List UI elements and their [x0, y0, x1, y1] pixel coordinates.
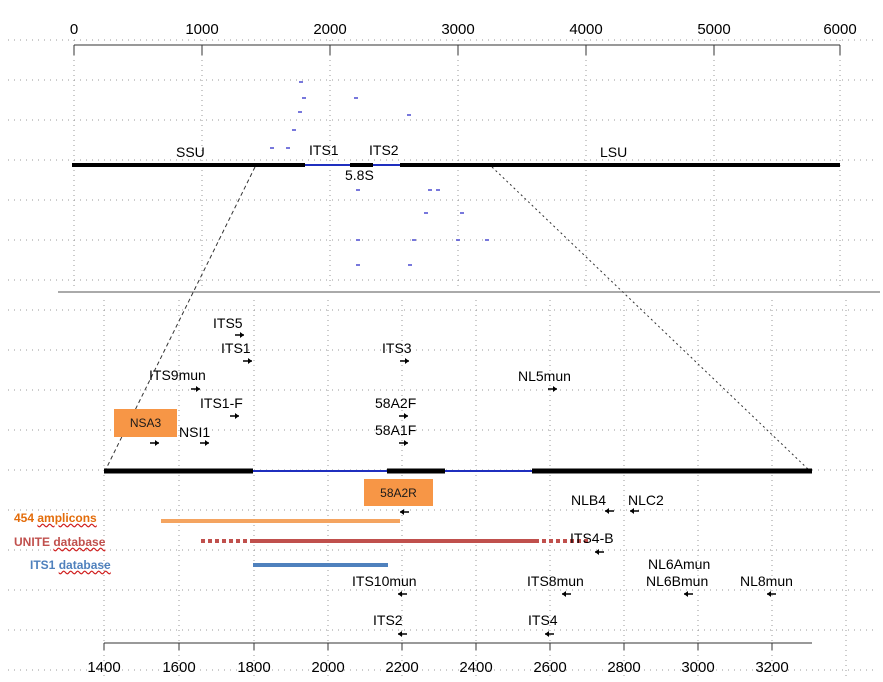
primer-label-its9mun: ITS9mun [149, 367, 206, 383]
primer-label-58a2f: 58A2F [375, 395, 417, 411]
legend-unite-word1: UNITE [14, 535, 50, 549]
primer-label-its5: ITS5 [213, 315, 243, 331]
primer-arrow-head [605, 508, 609, 514]
primer-label-its1-f: ITS1-F [200, 395, 243, 411]
bottom-tick-label: 1600 [162, 659, 196, 676]
primer-arrow [400, 358, 409, 364]
primer-label-its2: ITS2 [373, 612, 403, 628]
primer-label-its4-b: ITS4-B [570, 530, 614, 546]
legend-454-amplicons: 454 amplicons [14, 511, 97, 525]
legend-unite-database: UNITE database [14, 535, 105, 549]
legend-its1db-word1: ITS1 [30, 558, 56, 572]
legend-its1db-word2: database [58, 558, 111, 572]
legend-amplicons-num: 454 [14, 511, 35, 525]
primer-arrow-head [767, 591, 771, 597]
primer-arrow-head [562, 591, 566, 597]
primer-arrow [684, 591, 693, 597]
primer-arrow [630, 508, 639, 514]
primer-arrow-head [630, 508, 634, 514]
its1-region-label: ITS1 [309, 142, 339, 158]
primer-arrow-head [595, 549, 599, 555]
legend-unite-word2: database [53, 535, 106, 549]
primer-arrow-head [196, 386, 200, 392]
legend-its1-database: ITS1 database [30, 558, 111, 572]
primer-label-its10mun: ITS10mun [352, 573, 417, 589]
primer-arrow-head [398, 591, 402, 597]
primer-arrow-head [553, 386, 557, 392]
primer-arrow-head [684, 591, 688, 597]
legend-amplicons-word: amplicons [37, 511, 97, 525]
top-tick-label: 4000 [569, 21, 603, 38]
bottom-tick-label: 2000 [311, 659, 345, 676]
primer-label-its8mun: ITS8mun [527, 573, 584, 589]
primer-arrow [200, 440, 209, 446]
primer-arrow [243, 358, 252, 364]
bottom-tick-label: 2200 [385, 659, 419, 676]
top-tick-label: 1000 [185, 21, 219, 38]
primer-arrow-head [545, 631, 549, 637]
primer-arrow-head [400, 509, 404, 515]
zoom-line-right [491, 166, 811, 472]
bottom-tick-label: 2600 [533, 659, 567, 676]
bottom-tick-label: 3000 [681, 659, 715, 676]
primer-arrow [545, 631, 554, 637]
primer-arrows [150, 332, 776, 637]
bottom-tick-label: 1800 [237, 659, 271, 676]
primer-arrow [235, 332, 244, 338]
primer-arrow-head [404, 440, 408, 446]
primer-arrow [562, 591, 571, 597]
primer-arrow-head [240, 332, 244, 338]
5-8s-label: 5.8S [345, 167, 374, 183]
scatter-dashes [270, 81, 489, 266]
primer-arrow [191, 386, 200, 392]
bottom-tick-label: 2400 [459, 659, 493, 676]
primer-arrow [595, 549, 604, 555]
primer-arrow-head [248, 358, 252, 364]
primer-highlight-58a2r: 58A2R [364, 479, 433, 506]
primer-label-nlb4: NLB4 [571, 492, 607, 508]
primer-arrow-head [235, 413, 239, 419]
primer-arrow [767, 591, 776, 597]
primer-arrow-head [404, 413, 408, 419]
bottom-axis-ticks [103, 643, 773, 650]
primer-label-nl8mun: NL8mun [740, 573, 793, 589]
primer-arrow [398, 631, 407, 637]
bottom-tick-label: 1400 [87, 659, 121, 676]
primer-label-nlc2: NLC2 [628, 492, 664, 508]
lsu-label: LSU [600, 144, 628, 160]
primer-label-nl6bmun: NL6Bmun [646, 573, 709, 589]
primer-arrow-head [398, 631, 402, 637]
primer-highlight-nsa3: NSA3 [114, 409, 177, 437]
ssu-label: SSU [176, 144, 205, 160]
top-tick-label: 6000 [823, 21, 857, 38]
primer-arrow [400, 509, 409, 515]
primer-arrow-head [405, 358, 409, 364]
primer-label-nl6amun: NL6Amun [648, 556, 711, 572]
primer-label-nl5mun: NL5mun [518, 368, 571, 384]
primer-arrow [398, 591, 407, 597]
bottom-tick-label: 3200 [755, 659, 789, 676]
primer-arrow [548, 386, 557, 392]
primer-arrow [399, 440, 408, 446]
primer-label-its4: ITS4 [528, 612, 558, 628]
primer-arrow [399, 413, 408, 419]
top-tick-label: 0 [69, 21, 79, 38]
primer-label-58a1f: 58A1F [375, 422, 417, 438]
top-tick-label: 3000 [441, 21, 475, 38]
top-tick-label: 5000 [697, 21, 731, 38]
primer-arrow [150, 440, 159, 446]
primer-arrow-head [155, 440, 159, 446]
top-axis-ticks [73, 45, 841, 55]
primer-arrow [230, 413, 239, 419]
primer-label-its3: ITS3 [382, 340, 412, 356]
its2-region-label: ITS2 [369, 142, 399, 158]
primer-label-its1: ITS1 [221, 340, 251, 356]
bottom-tick-label: 2800 [607, 659, 641, 676]
primer-arrow [605, 508, 614, 514]
primer-arrow-head [205, 440, 209, 446]
top-tick-label: 2000 [313, 21, 347, 38]
primer-label-nsi1: NSI1 [179, 424, 211, 440]
